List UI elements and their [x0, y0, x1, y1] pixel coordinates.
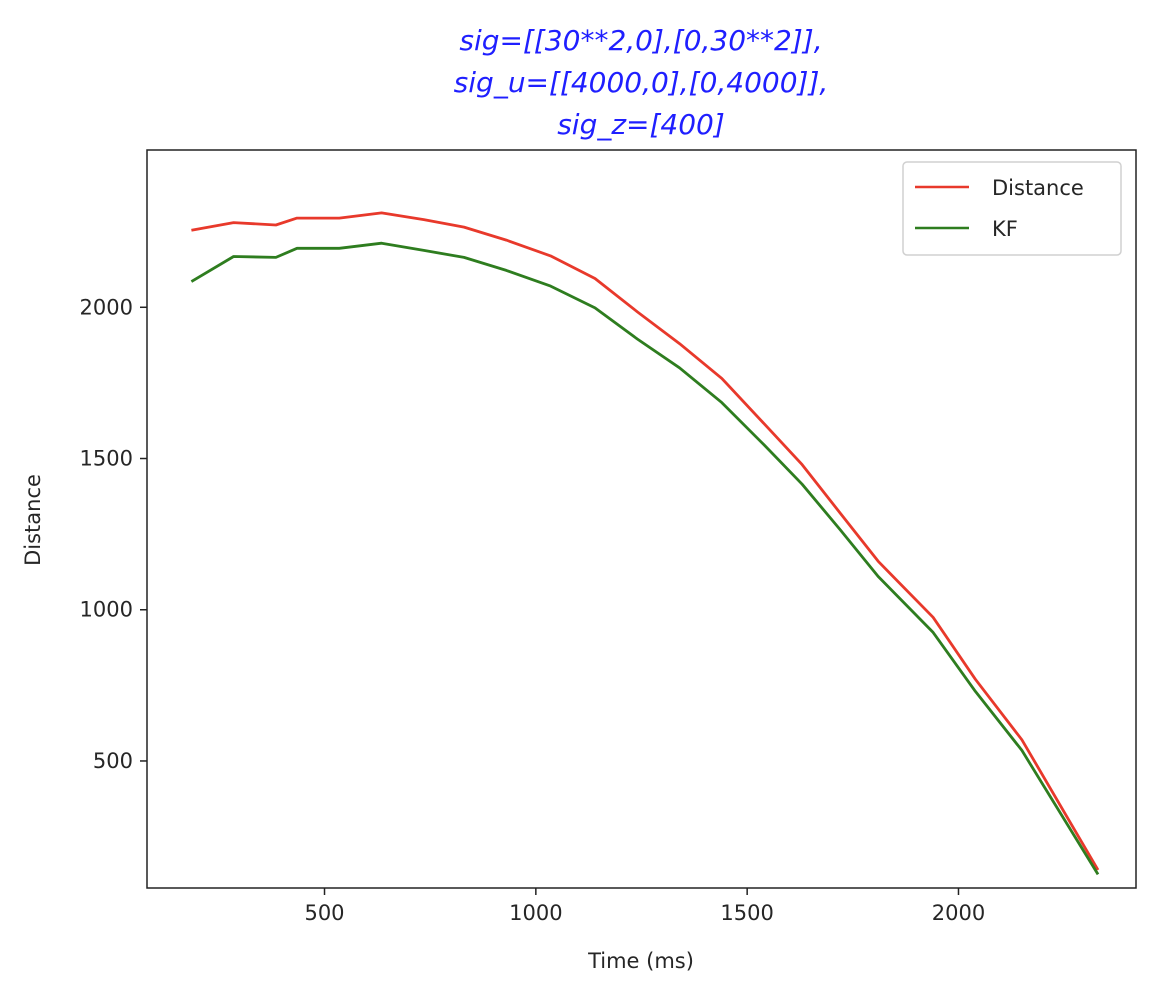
y-axis-label: Distance: [21, 474, 45, 566]
x-axis-label: Time (ms): [587, 949, 694, 973]
chart-title-line-1: sig=[[30**2,0],[0,30**2]],: [459, 24, 822, 57]
plot-frame: [146, 149, 1137, 889]
series-line-distance: [191, 211, 1100, 871]
x-axis: 500 1000 1500 2000: [304, 888, 985, 925]
y-tick-label: 500: [93, 749, 133, 773]
y-tick-label: 2000: [80, 295, 133, 319]
y-axis: 500 1000 1500 2000: [80, 295, 147, 773]
plot-area: [190, 211, 1100, 876]
x-tick-label: 2000: [932, 901, 985, 925]
x-tick-label: 1500: [720, 901, 773, 925]
x-tick-label: 1000: [509, 901, 562, 925]
chart-title: sig=[[30**2,0],[0,30**2]], sig_u=[[4000,…: [454, 24, 829, 141]
y-tick-label: 1500: [80, 447, 133, 471]
chart-title-line-2: sig_u=[[4000,0],[0,4000]],: [454, 66, 829, 99]
legend-label-kf: KF: [992, 217, 1018, 241]
x-tick-label: 500: [304, 901, 344, 925]
chart-title-line-3: sig_z=[400]: [557, 108, 725, 141]
y-tick-label: 1000: [80, 598, 133, 622]
series-line-kf: [190, 241, 1100, 876]
legend-box: [902, 161, 1122, 256]
legend: Distance KF: [902, 161, 1122, 256]
legend-label-distance: Distance: [992, 176, 1084, 200]
